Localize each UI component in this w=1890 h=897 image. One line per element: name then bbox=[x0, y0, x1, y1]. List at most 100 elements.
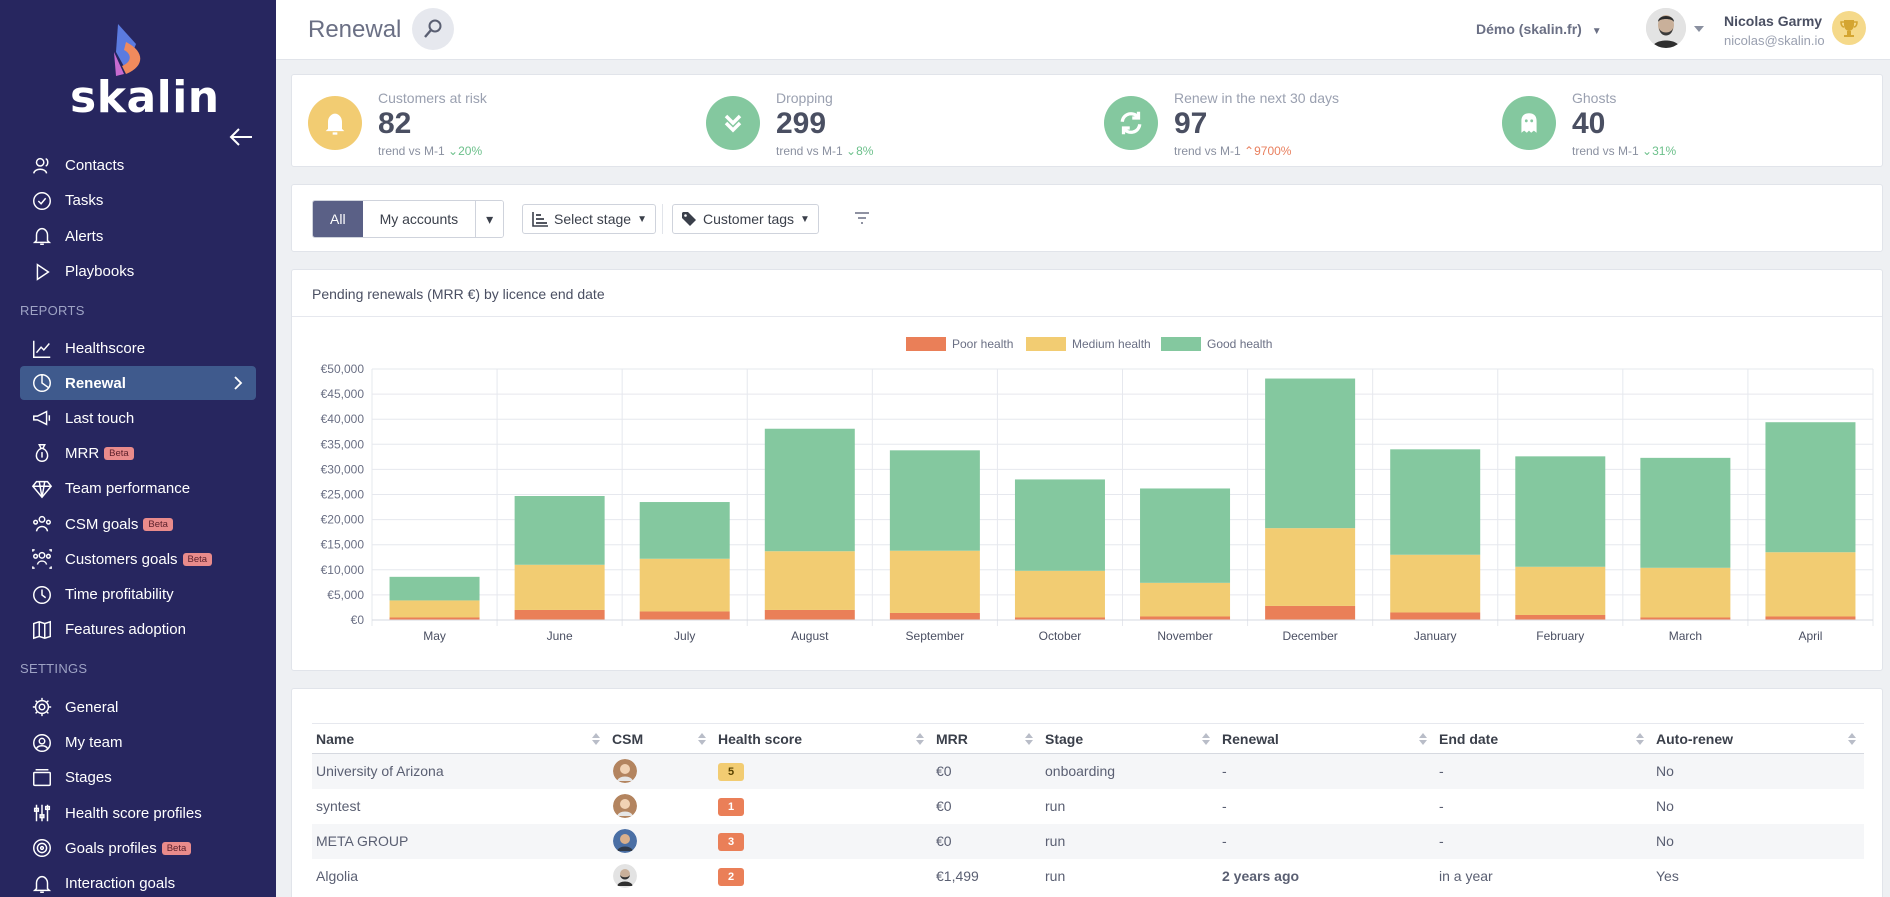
search-button[interactable] bbox=[412, 8, 454, 50]
collapse-sidebar-icon[interactable] bbox=[228, 126, 254, 148]
bar bbox=[889, 550, 980, 613]
kpi-label: Ghosts bbox=[1572, 90, 1617, 106]
caret-down-icon: ▼ bbox=[1591, 26, 1602, 37]
customer-tags-dropdown[interactable]: Customer tags ▼ bbox=[672, 204, 819, 234]
x-tick-label: January bbox=[1414, 629, 1457, 643]
bar bbox=[1390, 554, 1481, 613]
sidebar-item-healthscore[interactable]: Healthscore bbox=[0, 331, 276, 366]
bar bbox=[1014, 617, 1105, 620]
column-header-health-score[interactable]: Health score bbox=[714, 723, 932, 754]
filter-icon[interactable] bbox=[854, 212, 870, 224]
divider bbox=[292, 316, 1882, 317]
renewals-chart-card: Pending renewals (MRR €) by licence end … bbox=[291, 269, 1883, 671]
x-tick-label: August bbox=[791, 629, 829, 643]
team-icon bbox=[30, 512, 54, 536]
sidebar-item-health-score-profiles[interactable]: Health score profiles bbox=[0, 795, 276, 830]
table-row[interactable]: Algolia 2 €1,499 run 2 years ago in a ye… bbox=[312, 859, 1864, 894]
sidebar-item-label: Interaction goals bbox=[65, 875, 176, 893]
stage-value: run bbox=[1041, 823, 1218, 859]
sidebar-item-label: Stages bbox=[65, 769, 112, 787]
bar bbox=[639, 611, 730, 620]
workspace-dropdown[interactable]: Démo (skalin.fr) ▼ bbox=[1476, 21, 1602, 37]
sidebar-item-csm-goals[interactable]: CSM goals Beta bbox=[0, 506, 276, 541]
sidebar-item-contacts[interactable]: Contacts bbox=[0, 148, 276, 183]
end-date-value: - bbox=[1439, 798, 1444, 814]
sliders-icon bbox=[30, 801, 54, 825]
sidebar-item-playbooks[interactable]: Playbooks bbox=[0, 254, 276, 289]
customer-tags-label: Customer tags bbox=[703, 211, 795, 227]
sidebar-item-tasks[interactable]: Tasks bbox=[0, 183, 276, 218]
column-header-stage[interactable]: Stage bbox=[1041, 723, 1218, 754]
bar bbox=[1515, 456, 1606, 567]
auto-renew-value: No bbox=[1656, 798, 1674, 814]
trophy-icon[interactable] bbox=[1832, 11, 1866, 45]
column-header-renewal[interactable]: Renewal bbox=[1218, 723, 1435, 754]
bar bbox=[514, 609, 605, 620]
table-row[interactable]: syntest 1 €0 run - - No bbox=[312, 789, 1864, 824]
table-row[interactable]: University of Arizona 5 €0 onboarding - … bbox=[312, 753, 1864, 789]
sidebar-item-label: CSM goals bbox=[65, 515, 139, 533]
filter-my-accounts-button[interactable]: My accounts bbox=[362, 201, 476, 237]
y-tick-label: €25,000 bbox=[321, 488, 365, 502]
search-icon bbox=[424, 19, 442, 38]
kpi-trend-value: 20% bbox=[458, 144, 483, 158]
account-name[interactable]: syntest bbox=[316, 798, 361, 814]
bar bbox=[1640, 617, 1731, 620]
sidebar-item-features-adoption[interactable]: Features adoption bbox=[0, 612, 276, 647]
sidebar-item-goals-profiles[interactable]: Goals profiles Beta bbox=[0, 831, 276, 866]
column-header-csm[interactable]: CSM bbox=[608, 723, 714, 754]
renewal-value: - bbox=[1222, 798, 1227, 814]
sidebar-item-label: Goals profiles bbox=[65, 839, 157, 857]
y-tick-label: €20,000 bbox=[321, 513, 365, 527]
caret-down-icon[interactable]: ▾ bbox=[475, 201, 504, 237]
column-header-auto-renew[interactable]: Auto-renew bbox=[1652, 723, 1864, 754]
sidebar-item-label: Playbooks bbox=[65, 263, 135, 281]
bell-icon bbox=[30, 224, 54, 248]
column-header-end-date[interactable]: End date bbox=[1435, 723, 1652, 754]
bar bbox=[1265, 605, 1356, 620]
double-chevron-down-icon bbox=[706, 96, 760, 150]
column-header-mrr[interactable]: MRR bbox=[932, 723, 1041, 754]
column-header-name[interactable]: Name bbox=[312, 723, 608, 754]
beta-badge: Beta bbox=[104, 446, 134, 460]
user-name: Nicolas Garmy bbox=[1724, 13, 1823, 29]
select-stage-dropdown[interactable]: Select stage ▼ bbox=[522, 204, 656, 234]
target-icon bbox=[30, 836, 54, 860]
account-name[interactable]: University of Arizona bbox=[312, 753, 608, 789]
account-name[interactable]: Algolia bbox=[316, 868, 359, 884]
x-tick-label: May bbox=[423, 629, 446, 643]
auto-renew-value: No bbox=[1652, 823, 1864, 859]
csm-avatar bbox=[613, 759, 637, 784]
sidebar-item-time-profitability[interactable]: Time profitability bbox=[0, 577, 276, 612]
sidebar-item-customers-goals[interactable]: Customers goals Beta bbox=[0, 542, 276, 577]
sidebar-item-stages[interactable]: Stages bbox=[0, 760, 276, 795]
user-avatar[interactable] bbox=[1646, 8, 1686, 48]
sidebar-item-general[interactable]: General bbox=[0, 690, 276, 725]
caret-down-icon: ▼ bbox=[637, 213, 647, 225]
ghost-icon bbox=[1502, 96, 1556, 150]
kpi-label: Renew in the next 30 days bbox=[1174, 90, 1339, 106]
sidebar-item-label: Time profitability bbox=[65, 586, 174, 604]
sidebar-item-alerts[interactable]: Alerts bbox=[0, 219, 276, 254]
user-email: nicolas@skalin.io bbox=[1724, 33, 1825, 48]
filter-all-button[interactable]: All bbox=[313, 201, 363, 237]
select-stage-label: Select stage bbox=[554, 211, 632, 227]
bar bbox=[889, 612, 980, 620]
line-chart-icon bbox=[30, 337, 54, 361]
table-row[interactable]: META GROUP 3 €0 run - - No bbox=[312, 823, 1864, 859]
sidebar-item-mrr[interactable]: MRR Beta bbox=[0, 436, 276, 471]
bar bbox=[764, 551, 855, 610]
sidebar-item-team-performance[interactable]: Team performance bbox=[0, 471, 276, 506]
kpi-trend: trend vs M-1 ⌄8% bbox=[776, 144, 874, 158]
account-name[interactable]: META GROUP bbox=[312, 823, 608, 859]
bar bbox=[389, 600, 480, 618]
sidebar-item-last-touch[interactable]: Last touch bbox=[0, 400, 276, 435]
sidebar-item-renewal[interactable]: Renewal bbox=[20, 366, 256, 401]
sidebar-item-interaction-goals[interactable]: Interaction goals bbox=[0, 866, 276, 897]
sidebar-item-label: My team bbox=[65, 734, 123, 751]
megaphone-icon bbox=[30, 406, 54, 430]
health-score-badge: 2 bbox=[718, 867, 744, 886]
sidebar-item-my-team[interactable]: My team bbox=[0, 725, 276, 760]
diamond-icon bbox=[30, 477, 54, 501]
caret-down-icon[interactable] bbox=[1694, 26, 1704, 32]
